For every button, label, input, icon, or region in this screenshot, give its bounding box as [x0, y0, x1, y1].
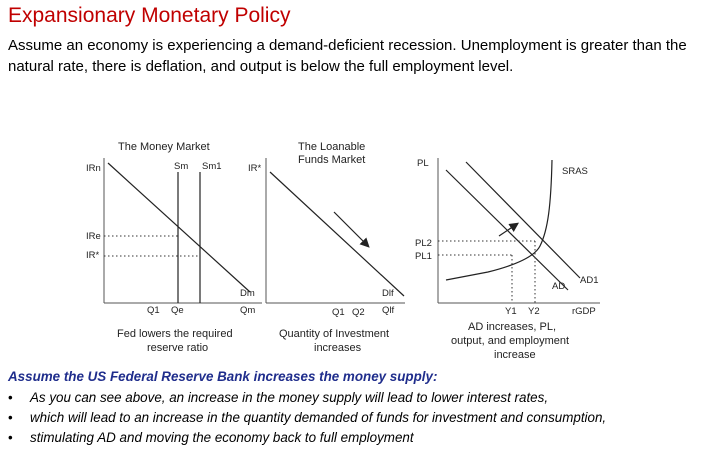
qm-axis-label: Qm	[240, 305, 255, 316]
ad-shift-arrow	[498, 222, 519, 237]
page-title: Expansionary Monetary Policy	[8, 4, 291, 27]
assumption-heading: Assume the US Federal Reserve Bank incre…	[8, 369, 438, 384]
sras-label: SRAS	[562, 166, 588, 177]
loanable-funds-caption-2: increases	[314, 342, 362, 354]
sm-label: Sm	[174, 161, 188, 172]
lf-q1-label: Q1	[332, 307, 345, 318]
dlf-demand-line	[269, 171, 405, 297]
ad-as-caption-1: AD increases, PL,	[468, 321, 556, 333]
loanable-funds-panel: The Loanable Funds Market IR* Dlf Q1 Q2 …	[248, 141, 405, 354]
bullet-text: stimulating AD and moving the economy ba…	[30, 430, 414, 445]
sras-curve	[445, 159, 553, 281]
qlf-axis-label: Qlf	[382, 305, 395, 316]
bullet-dot: •	[8, 430, 13, 445]
movement-along-dlf-arrow	[333, 211, 370, 248]
money-market-panel: The Money Market IRn IRe IR* Sm Sm1 Dm Q…	[86, 141, 262, 354]
ad-as-panel: PL PL2 PL1 SRAS AD AD1 Y1 Y2 rGDP AD inc…	[415, 158, 600, 361]
dlf-label: Dlf	[382, 288, 394, 299]
ire-label: IRe	[86, 231, 101, 242]
bullet-text: which will lead to an increase in the qu…	[30, 410, 607, 425]
money-market-caption-1: Fed lowers the required	[117, 328, 233, 340]
bullet-text: As you can see above, an increase in the…	[30, 390, 549, 405]
dm-label: Dm	[240, 288, 255, 299]
money-demand-line	[107, 162, 251, 293]
ad-as-caption-3: increase	[494, 349, 536, 361]
bullet-dot: •	[8, 390, 13, 405]
pl1-label: PL1	[415, 251, 432, 262]
sm1-label: Sm1	[202, 161, 222, 172]
irstar-label: IR*	[86, 250, 100, 261]
bullet-list: • As you can see above, an increase in th…	[8, 388, 606, 448]
policy-diagram: The Money Market IRn IRe IR* Sm Sm1 Dm Q…	[86, 141, 600, 361]
pl-axis-label: PL	[417, 158, 429, 169]
loanable-funds-caption-1: Quantity of Investment	[279, 328, 389, 340]
lf-q2-label: Q2	[352, 307, 365, 318]
loanable-funds-title-1: The Loanable	[298, 141, 365, 153]
money-market-caption-2: reserve ratio	[147, 342, 208, 354]
intro-paragraph: Assume an economy is experiencing a dema…	[8, 37, 687, 75]
pl2-label: PL2	[415, 238, 432, 249]
bullet-item: • which will lead to an increase in the q…	[8, 408, 606, 428]
rgdp-axis-label: rGDP	[572, 306, 596, 317]
ad1-label: AD1	[580, 275, 598, 286]
irn-label: IRn	[86, 163, 101, 174]
loanable-funds-title-2: Funds Market	[298, 154, 365, 166]
bullet-dot: •	[8, 410, 13, 425]
q1-label: Q1	[147, 305, 160, 316]
ad-as-caption-2: output, and employment	[451, 335, 569, 347]
qe-label: Qe	[171, 305, 184, 316]
y2-label: Y2	[528, 306, 540, 317]
money-market-title: The Money Market	[118, 141, 210, 153]
bullet-item: • As you can see above, an increase in th…	[8, 388, 606, 408]
bullet-item: • stimulating AD and moving the economy b…	[8, 428, 606, 448]
ad-label: AD	[552, 281, 565, 292]
y1-label: Y1	[505, 306, 517, 317]
loanable-funds-irstar-label: IR*	[248, 163, 262, 174]
ad1-line	[465, 161, 581, 279]
